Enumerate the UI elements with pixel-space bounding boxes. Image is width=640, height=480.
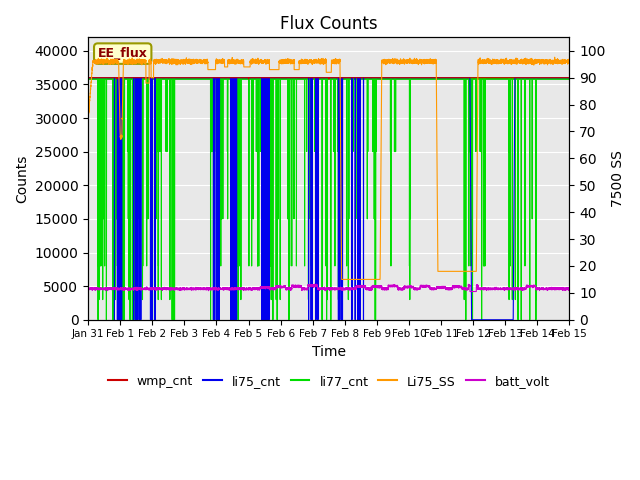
Legend: wmp_cnt, li75_cnt, li77_cnt, Li75_SS, batt_volt: wmp_cnt, li75_cnt, li77_cnt, Li75_SS, ba… [103, 370, 555, 393]
Title: Flux Counts: Flux Counts [280, 15, 378, 33]
Y-axis label: 7500 SS: 7500 SS [611, 150, 625, 207]
Y-axis label: Counts: Counts [15, 155, 29, 203]
Text: EE_flux: EE_flux [98, 47, 148, 60]
X-axis label: Time: Time [312, 345, 346, 359]
